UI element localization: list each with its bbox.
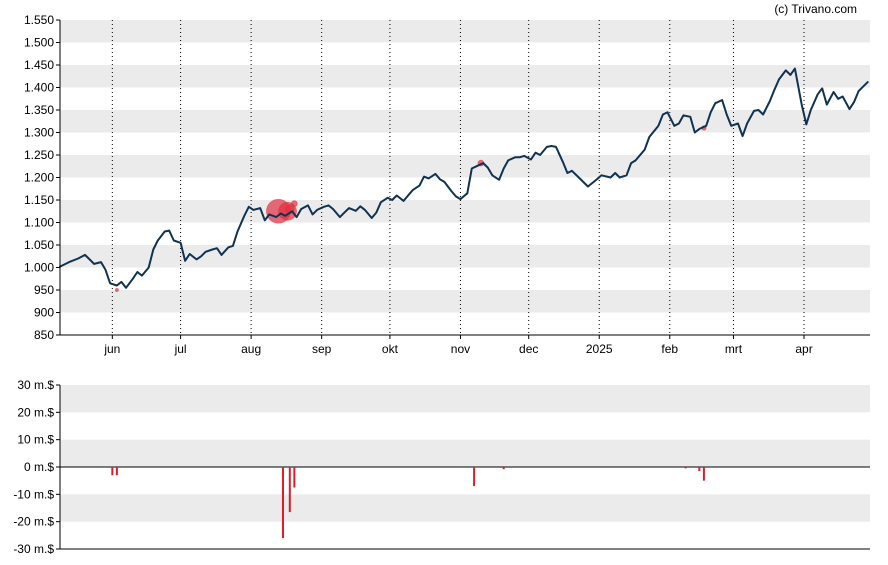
y-tick-label: 10 m.$	[17, 433, 54, 447]
y-tick-label: 1.500	[24, 36, 54, 50]
band-row	[60, 200, 870, 223]
x-tick-label: dec	[519, 342, 538, 356]
y-tick-label: -30 m.$	[13, 542, 54, 556]
y-tick-label: 1.050	[24, 238, 54, 252]
flow-bar	[281, 467, 284, 539]
flow-bar	[288, 467, 291, 513]
x-tick-label: sep	[312, 342, 332, 356]
flow-bar	[473, 467, 476, 487]
band-row	[60, 20, 870, 43]
x-tick-label: feb	[661, 342, 678, 356]
y-tick-label: 1.100	[24, 216, 54, 230]
band-row	[60, 439, 870, 467]
band-row	[60, 245, 870, 268]
y-tick-label: 1.250	[24, 148, 54, 162]
y-tick-label: 1.350	[24, 103, 54, 117]
y-tick-label: 950	[34, 283, 54, 297]
x-tick-label: apr	[795, 342, 812, 356]
flow-bar	[698, 467, 701, 472]
flow-bar	[684, 467, 687, 469]
band-row	[60, 290, 870, 313]
band-row	[60, 155, 870, 178]
x-tick-label: okt	[382, 342, 399, 356]
band-row	[60, 494, 870, 522]
y-tick-label: 1.200	[24, 171, 54, 185]
flow-bar	[115, 467, 118, 476]
y-tick-label: 20 m.$	[17, 405, 54, 419]
band-row	[60, 385, 870, 413]
trade-marker	[114, 287, 119, 292]
y-tick-label: 900	[34, 306, 54, 320]
flow-bar	[293, 467, 296, 488]
y-tick-label: 1.150	[24, 193, 54, 207]
y-tick-label: 1.550	[24, 13, 54, 27]
flow-bar-panel: -30 m.$ -20 m.$ -10 m.$ 0 m.$ 10 m.$ 20 m.$ 30…	[13, 378, 870, 556]
y-tick-label: -20 m.$	[13, 515, 54, 529]
credit-label: (c) Trivano.com	[774, 2, 857, 16]
y-tick-label: -10 m.$	[13, 487, 54, 501]
flow-bar	[702, 467, 705, 481]
y-tick-label: 30 m.$	[17, 378, 54, 392]
x-tick-label: jul	[174, 342, 187, 356]
y-tick-label: 850	[34, 328, 54, 342]
y-tick-label: 1.000	[24, 261, 54, 275]
y-tick-label: 1.300	[24, 126, 54, 140]
y-tick-label: 1.450	[24, 58, 54, 72]
y-tick-label: 0 m.$	[24, 460, 54, 474]
x-tick-label: nov	[451, 342, 470, 356]
x-tick-label: 2025	[586, 342, 613, 356]
price-line	[59, 67, 869, 289]
band-row	[60, 65, 870, 88]
x-tick-label: mrt	[725, 342, 743, 356]
flow-bar	[502, 467, 505, 470]
x-tick-label: jun	[103, 342, 120, 356]
x-tick-label: aug	[241, 342, 261, 356]
y-tick-label: 1.400	[24, 81, 54, 95]
band-row	[60, 110, 870, 133]
trade-marker	[290, 200, 298, 208]
flow-bar	[111, 467, 114, 476]
price-line-panel: jun jul aug sep okt nov dec 2025 feb mrt apr 850 900…	[24, 13, 870, 356]
